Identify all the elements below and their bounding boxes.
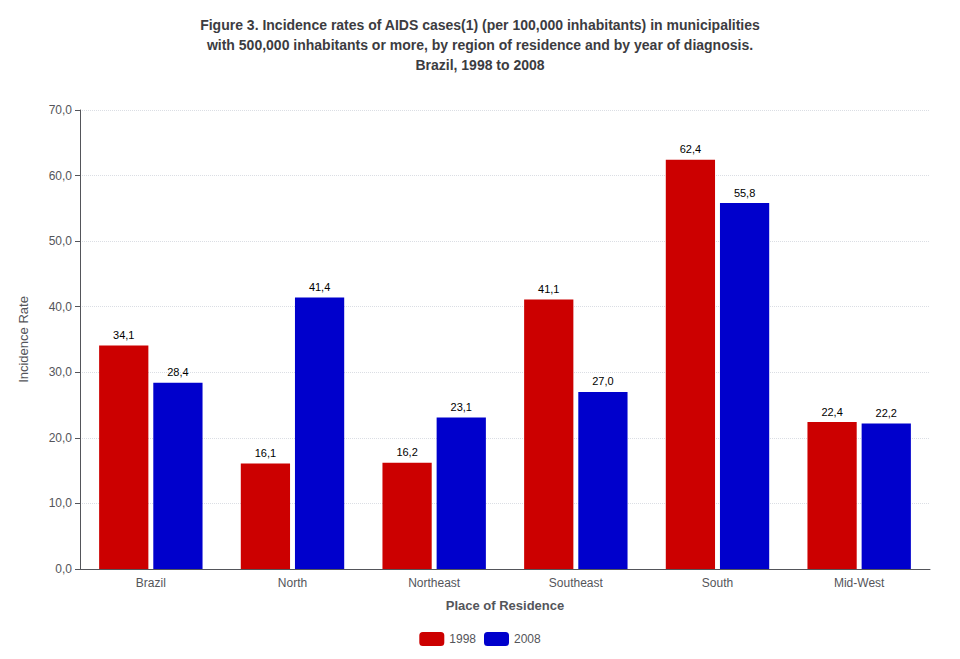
svg-text:22,2: 22,2 [876, 407, 897, 419]
svg-text:62,4: 62,4 [680, 143, 701, 155]
svg-text:20,0: 20,0 [49, 431, 73, 445]
svg-text:Incidence Rate: Incidence Rate [16, 296, 31, 383]
svg-text:40,0: 40,0 [49, 300, 73, 314]
svg-text:55,8: 55,8 [734, 187, 755, 199]
svg-text:41,1: 41,1 [538, 283, 559, 295]
svg-text:27,0: 27,0 [592, 375, 613, 387]
svg-text:with 500,000 inhabitants or mo: with 500,000 inhabitants or more, by reg… [206, 37, 753, 53]
svg-text:70,0: 70,0 [49, 103, 73, 117]
svg-text:North: North [278, 576, 307, 590]
svg-text:Southeast: Southeast [549, 576, 604, 590]
svg-text:Brazil, 1998 to 2008: Brazil, 1998 to 2008 [415, 57, 544, 73]
svg-text:34,1: 34,1 [113, 329, 134, 341]
svg-text:16,1: 16,1 [255, 447, 276, 459]
svg-text:10,0: 10,0 [49, 496, 73, 510]
svg-text:0,0: 0,0 [55, 562, 72, 576]
svg-text:60,0: 60,0 [49, 169, 73, 183]
svg-text:16,2: 16,2 [396, 446, 417, 458]
svg-text:Northeast: Northeast [408, 576, 461, 590]
svg-text:28,4: 28,4 [167, 366, 188, 378]
svg-text:30,0: 30,0 [49, 365, 73, 379]
svg-text:Mid-West: Mid-West [834, 576, 885, 590]
svg-text:1998: 1998 [449, 632, 476, 646]
svg-text:Place of Residence: Place of Residence [446, 598, 565, 613]
svg-text:50,0: 50,0 [49, 234, 73, 248]
svg-text:41,4: 41,4 [309, 281, 330, 293]
svg-text:23,1: 23,1 [451, 401, 472, 413]
svg-text:Brazil: Brazil [136, 576, 166, 590]
svg-text:2008: 2008 [514, 632, 541, 646]
svg-text:22,4: 22,4 [821, 406, 842, 418]
svg-text:South: South [702, 576, 733, 590]
svg-text:Figure 3. Incidence rates of A: Figure 3. Incidence rates of AIDS cases(… [200, 17, 760, 33]
